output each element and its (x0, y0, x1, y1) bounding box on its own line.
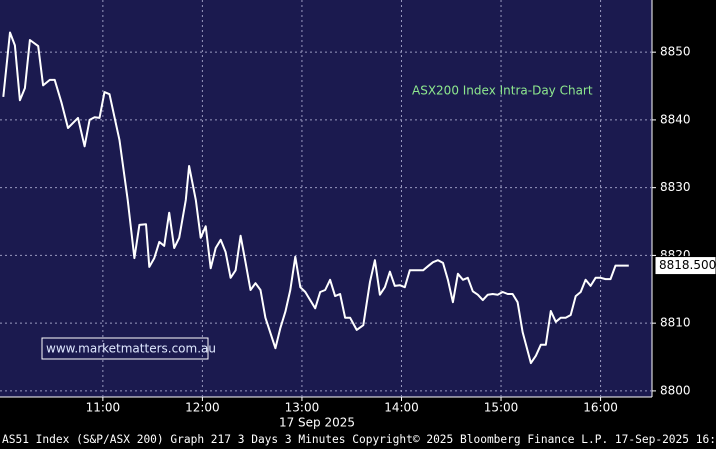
x-tick-label: 11:00 (86, 401, 121, 415)
watermark: www.marketmatters.com.au (46, 342, 216, 356)
y-tick-label: 8810 (660, 316, 691, 330)
date-label: 17 Sep 2025 (279, 416, 355, 430)
plot-area (0, 0, 652, 397)
x-tick-label: 13:00 (285, 401, 320, 415)
y-tick-label: 8840 (660, 112, 691, 126)
last-price-box (654, 256, 716, 276)
y-tick-label: 8830 (660, 180, 691, 194)
annotation: ASX200 Index Intra-Day Chart (412, 84, 593, 98)
x-tick-label: 12:00 (185, 401, 220, 415)
watermark-box (41, 337, 209, 360)
grid (0, 0, 652, 397)
y-tick-label: 8800 (660, 383, 691, 397)
x-tick-label: 14:00 (384, 401, 419, 415)
x-tick-label: 15:00 (484, 401, 519, 415)
last-price-label: 8818.500 (659, 258, 716, 272)
footer: AS51 Index (S&P/ASX 200) Graph 217 3 Day… (2, 433, 716, 446)
y-tick-label: 8850 (660, 45, 691, 59)
x-tick-label: 16:00 (583, 401, 618, 415)
price-line (2, 31, 629, 365)
marks (2, 31, 629, 365)
